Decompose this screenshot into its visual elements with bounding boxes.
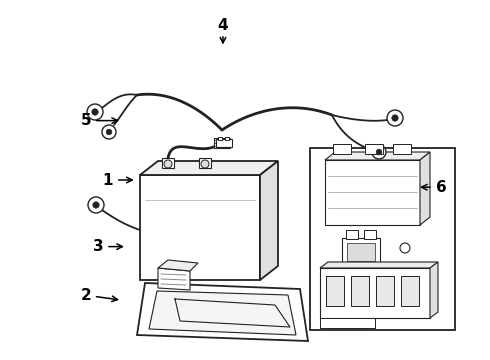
- Bar: [333, 144, 351, 154]
- Bar: [364, 230, 376, 239]
- Bar: [320, 268, 430, 318]
- Circle shape: [93, 202, 99, 208]
- Bar: [376, 276, 394, 306]
- Bar: [326, 276, 344, 306]
- Polygon shape: [137, 283, 308, 341]
- Polygon shape: [430, 262, 438, 318]
- Text: 2: 2: [80, 288, 91, 303]
- Text: 5: 5: [80, 113, 91, 128]
- Polygon shape: [214, 138, 230, 148]
- Polygon shape: [320, 262, 438, 268]
- Text: 6: 6: [436, 180, 446, 195]
- Bar: [162, 158, 174, 168]
- Bar: [401, 276, 419, 306]
- Bar: [346, 230, 358, 239]
- Circle shape: [92, 109, 98, 115]
- Circle shape: [164, 160, 172, 168]
- Circle shape: [372, 145, 386, 159]
- Bar: [199, 158, 211, 168]
- Circle shape: [400, 243, 410, 253]
- Circle shape: [87, 104, 103, 120]
- Polygon shape: [325, 152, 430, 160]
- Bar: [347, 243, 375, 261]
- Bar: [365, 144, 383, 154]
- Circle shape: [201, 160, 209, 168]
- Polygon shape: [260, 161, 278, 280]
- Circle shape: [106, 129, 112, 135]
- Circle shape: [88, 197, 104, 213]
- Circle shape: [387, 110, 403, 126]
- Circle shape: [102, 125, 116, 139]
- Text: 1: 1: [102, 172, 113, 188]
- Bar: [225, 137, 229, 140]
- Circle shape: [392, 115, 398, 121]
- Text: 4: 4: [218, 18, 228, 33]
- Circle shape: [376, 149, 382, 155]
- Bar: [320, 318, 375, 328]
- Text: 3: 3: [93, 239, 103, 254]
- Bar: [216, 139, 232, 147]
- Polygon shape: [140, 175, 260, 280]
- Bar: [218, 137, 222, 140]
- Polygon shape: [158, 268, 190, 290]
- Bar: [351, 276, 369, 306]
- Polygon shape: [140, 161, 278, 175]
- Bar: [342, 238, 380, 266]
- Polygon shape: [149, 291, 296, 335]
- Bar: [393, 144, 411, 154]
- Bar: [325, 160, 420, 225]
- Polygon shape: [158, 260, 198, 271]
- Bar: [310, 148, 455, 330]
- Polygon shape: [420, 152, 430, 225]
